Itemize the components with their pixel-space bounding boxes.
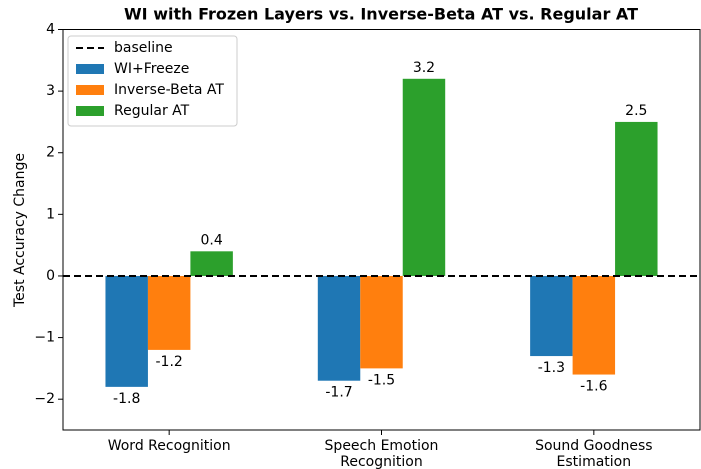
legend-swatch <box>76 106 104 116</box>
bar-value-label: 0.4 <box>201 232 223 248</box>
x-tick-label: Sound Goodness Estimation <box>535 438 652 469</box>
chart-title: WI with Frozen Layers vs. Inverse-Beta A… <box>124 5 638 24</box>
legend-label: WI+Freeze <box>114 61 189 77</box>
bar-value-label: -1.5 <box>368 372 395 388</box>
legend-label: baseline <box>114 40 173 56</box>
x-tick-label: Speech Emotion Recognition <box>325 438 439 469</box>
bar <box>402 78 446 276</box>
y-tick-label: 4 <box>46 22 55 38</box>
bar <box>572 275 616 375</box>
bar-value-label: -1.8 <box>113 391 140 407</box>
y-tick-label: 2 <box>46 145 55 161</box>
y-tick-label: 1 <box>46 206 55 222</box>
legend-label: Inverse-Beta AT <box>114 82 224 98</box>
legend-label: Regular AT <box>114 103 190 119</box>
bar-value-label: -1.6 <box>580 379 607 395</box>
bar <box>105 275 148 387</box>
bar-value-label: -1.3 <box>538 360 565 376</box>
y-axis-label: Test Accuracy Change <box>12 153 28 308</box>
x-tick-label: Word Recognition <box>108 438 231 454</box>
bar <box>317 275 361 381</box>
y-tick-label: 0 <box>46 268 55 284</box>
bar <box>615 121 658 276</box>
legend-swatch <box>76 85 104 95</box>
bar-value-label: 3.2 <box>413 60 435 76</box>
bar-value-label: 2.5 <box>625 103 647 119</box>
bar <box>360 275 403 369</box>
bar-value-label: -1.7 <box>325 385 352 401</box>
y-tick-label: 3 <box>46 83 55 99</box>
y-tick-label: −2 <box>34 391 55 407</box>
legend-swatch <box>76 64 104 74</box>
plot-frame <box>62 29 701 431</box>
bar-value-label: -1.2 <box>156 354 183 370</box>
legend-box <box>67 35 238 127</box>
bar <box>190 251 233 276</box>
bar <box>530 275 573 357</box>
y-tick-label: −1 <box>34 330 55 346</box>
bar <box>147 275 191 350</box>
